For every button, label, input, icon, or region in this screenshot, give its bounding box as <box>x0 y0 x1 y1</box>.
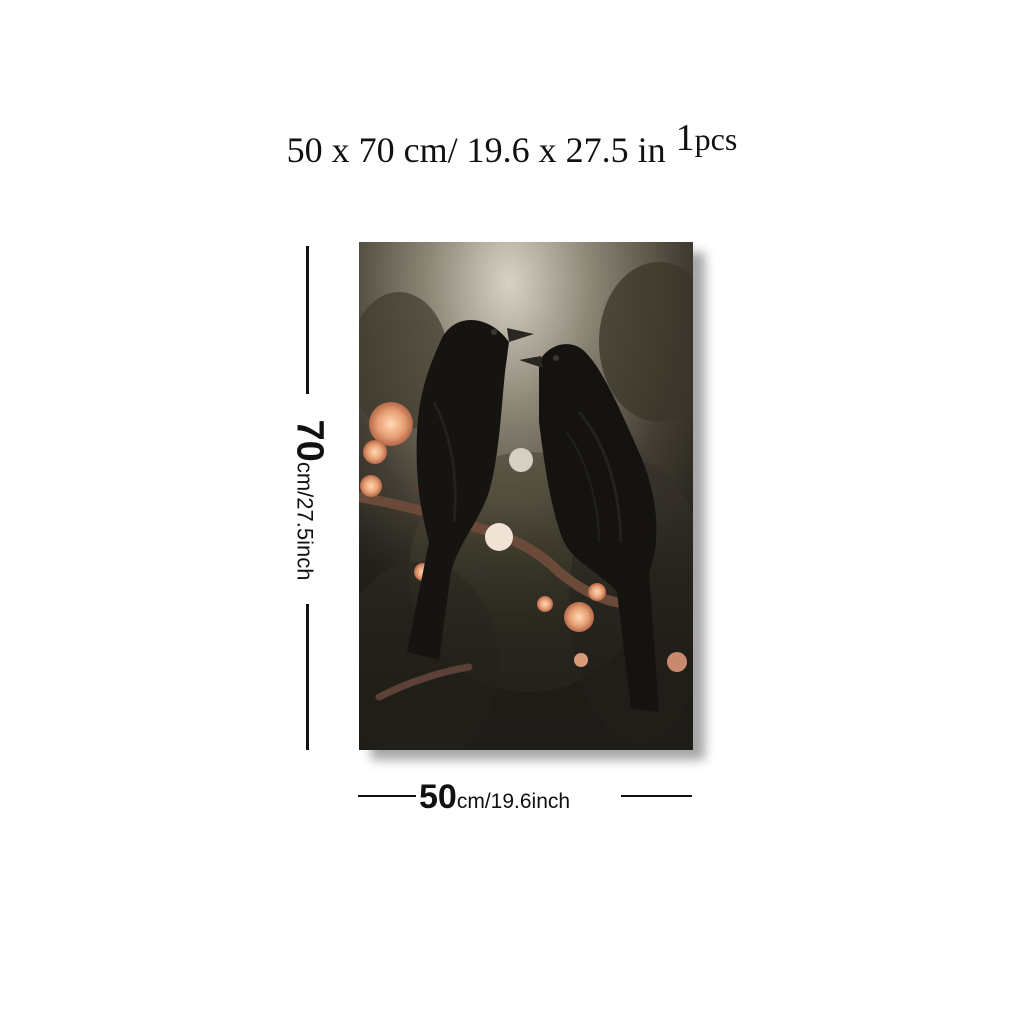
quantity-number: 1 <box>675 117 695 159</box>
canvas-painting <box>359 242 693 750</box>
height-dimension-line-bottom <box>306 604 309 750</box>
product-size-title: 50 x 70 cm/ 19.6 x 27.5 in 1pcs <box>0 117 1024 172</box>
flower-icon <box>360 402 687 672</box>
height-dimension-line-top <box>306 246 309 394</box>
width-dimension-line-right <box>621 795 692 797</box>
crow-icon <box>407 319 534 660</box>
height-unit: cm/27.5inch <box>292 461 318 581</box>
width-value: 50 <box>419 778 457 816</box>
width-dimension-label: 50cm/19.6inch <box>419 778 570 817</box>
crow-icon <box>519 344 659 712</box>
quantity-text: 1pcs <box>676 117 738 159</box>
height-value: 70 <box>288 419 331 462</box>
height-dimension-label: 70cm/27.5inch <box>288 420 331 581</box>
crows-painting-illustration <box>359 242 693 750</box>
width-dimension-line-left <box>358 795 416 797</box>
size-text: 50 x 70 cm/ 19.6 x 27.5 in <box>286 130 666 170</box>
width-unit: cm/19.6inch <box>456 790 571 813</box>
quantity-unit: pcs <box>694 121 738 157</box>
